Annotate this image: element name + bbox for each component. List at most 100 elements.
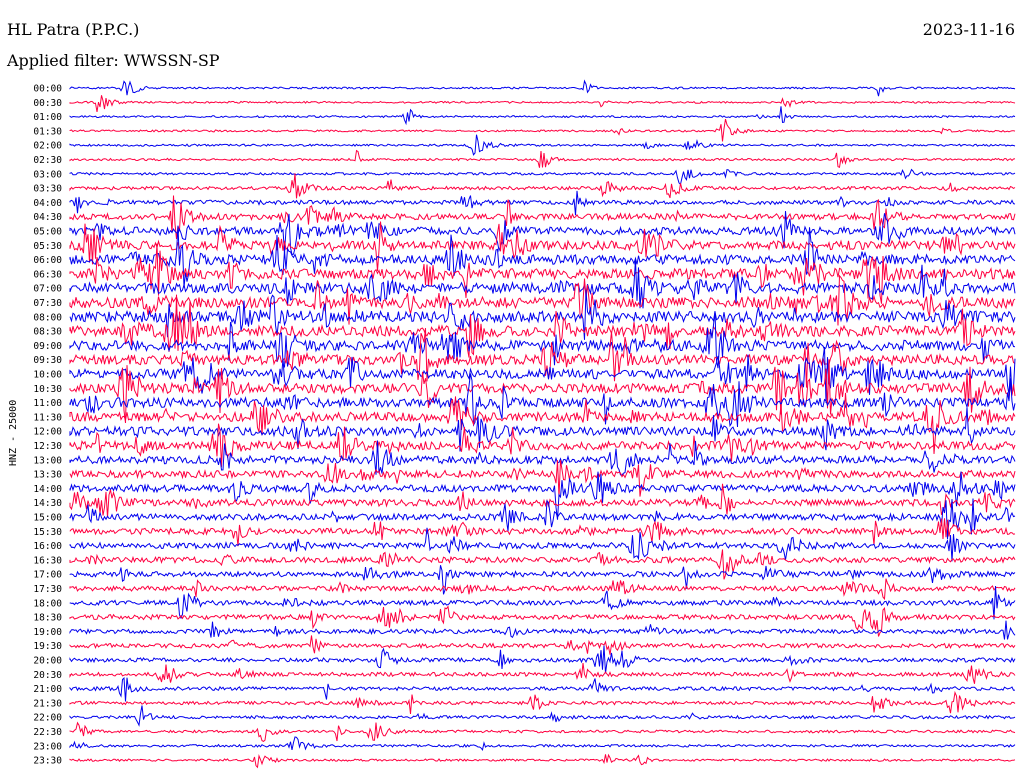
trace-line-1530 — [69, 518, 1016, 547]
trace-line-0600 — [69, 225, 1016, 288]
time-label: 04:00 — [33, 198, 62, 209]
time-label: 22:30 — [33, 727, 62, 738]
time-label: 05:30 — [33, 241, 62, 252]
trace-line-2300 — [69, 736, 1016, 752]
time-label: 00:00 — [33, 84, 62, 95]
trace-line-0830 — [69, 294, 1016, 358]
trace-line-1200 — [69, 407, 1016, 452]
trace-line-1830 — [69, 605, 1016, 637]
trace-line-2000 — [69, 645, 1016, 674]
date-label: 2023-11-16 — [922, 20, 1015, 39]
trace-line-1930 — [69, 635, 1016, 655]
trace-line-0030 — [69, 95, 1016, 112]
time-label: 19:00 — [33, 627, 62, 638]
trace-line-1800 — [69, 585, 1016, 620]
trace-line-2200 — [69, 705, 1016, 727]
trace-line-1500 — [69, 498, 1016, 540]
trace-line-0900 — [69, 311, 1016, 369]
trace-line-0300 — [69, 168, 1016, 186]
trace-line-1900 — [69, 620, 1016, 640]
trace-line-1730 — [69, 578, 1016, 601]
time-label: 05:00 — [33, 227, 62, 238]
time-label: 03:00 — [33, 169, 62, 180]
time-label: 16:00 — [33, 541, 62, 552]
time-label: 20:30 — [33, 670, 62, 681]
time-label: 12:00 — [33, 427, 62, 438]
trace-line-2230 — [69, 721, 1016, 743]
trace-line-0200 — [69, 134, 1016, 156]
time-label: 00:30 — [33, 98, 62, 109]
trace-line-1230 — [69, 423, 1016, 467]
time-label: 14:00 — [33, 484, 62, 495]
time-label: 14:30 — [33, 498, 62, 509]
time-label: 11:00 — [33, 398, 62, 409]
trace-line-1100 — [69, 373, 1016, 428]
time-label: 06:00 — [33, 255, 62, 266]
time-label: 02:00 — [33, 141, 62, 152]
trace-line-1300 — [69, 440, 1016, 476]
time-label: 09:00 — [33, 341, 62, 352]
trace-line-1000 — [69, 346, 1016, 403]
time-label: 07:00 — [33, 284, 62, 295]
time-label: 10:30 — [33, 384, 62, 395]
trace-line-0000 — [69, 79, 1016, 97]
time-label: 03:30 — [33, 184, 62, 195]
time-label: 23:30 — [33, 756, 62, 767]
trace-line-1030 — [69, 359, 1016, 424]
trace-line-0530 — [69, 221, 1016, 271]
trace-line-0930 — [69, 328, 1016, 388]
time-label: 08:00 — [33, 312, 62, 323]
time-label: 09:30 — [33, 355, 62, 366]
time-label: 20:00 — [33, 656, 62, 667]
trace-line-2330 — [69, 753, 1016, 769]
time-label: 15:30 — [33, 527, 62, 538]
time-label: 13:00 — [33, 455, 62, 466]
trace-line-1430 — [69, 483, 1016, 518]
time-label: 08:30 — [33, 327, 62, 338]
time-label: 06:30 — [33, 269, 62, 280]
trace-group — [69, 79, 1016, 769]
trace-line-2030 — [69, 663, 1016, 684]
time-label: 12:30 — [33, 441, 62, 452]
time-label: 17:30 — [33, 584, 62, 595]
trace-line-1700 — [69, 565, 1016, 595]
trace-line-0800 — [69, 289, 1016, 340]
time-label-group: 00:00 00:30 01:00 01:30 02:00 02:30 03:00 03:30… — [33, 84, 62, 767]
trace-line-1600 — [69, 527, 1016, 562]
station-title: HL Patra (P.P.C.) — [7, 20, 140, 39]
time-label: 04:30 — [33, 212, 62, 223]
trace-line-0500 — [69, 211, 1016, 256]
trace-line-1330 — [69, 460, 1016, 498]
time-label: 10:00 — [33, 370, 62, 381]
time-label: 21:00 — [33, 684, 62, 695]
trace-line-0430 — [69, 195, 1016, 239]
time-label: 11:30 — [33, 412, 62, 423]
trace-line-0330 — [69, 173, 1016, 199]
time-label: 19:30 — [33, 641, 62, 652]
time-label: 23:00 — [33, 741, 62, 752]
time-label: 15:00 — [33, 513, 62, 524]
trace-line-0630 — [69, 243, 1016, 304]
trace-line-0100 — [69, 106, 1016, 126]
filter-label: Applied filter: WWSSN-SP — [7, 51, 220, 70]
trace-line-0230 — [69, 149, 1016, 168]
time-label: 01:00 — [33, 112, 62, 123]
trace-line-0730 — [69, 274, 1016, 326]
time-label: 18:30 — [33, 613, 62, 624]
trace-line-2130 — [69, 690, 1016, 714]
trace-line-1630 — [69, 549, 1016, 580]
trace-line-1130 — [69, 392, 1016, 454]
trace-line-2100 — [69, 677, 1016, 702]
time-label: 17:00 — [33, 570, 62, 581]
trace-line-0400 — [69, 190, 1016, 216]
trace-line-0700 — [69, 259, 1016, 309]
time-label: 21:30 — [33, 698, 62, 709]
trace-line-1400 — [69, 471, 1016, 520]
time-label: 01:30 — [33, 126, 62, 137]
time-label: 22:00 — [33, 713, 62, 724]
time-label: 16:30 — [33, 555, 62, 566]
time-label: 13:30 — [33, 470, 62, 481]
time-label: 18:00 — [33, 598, 62, 609]
time-label: 07:30 — [33, 298, 62, 309]
